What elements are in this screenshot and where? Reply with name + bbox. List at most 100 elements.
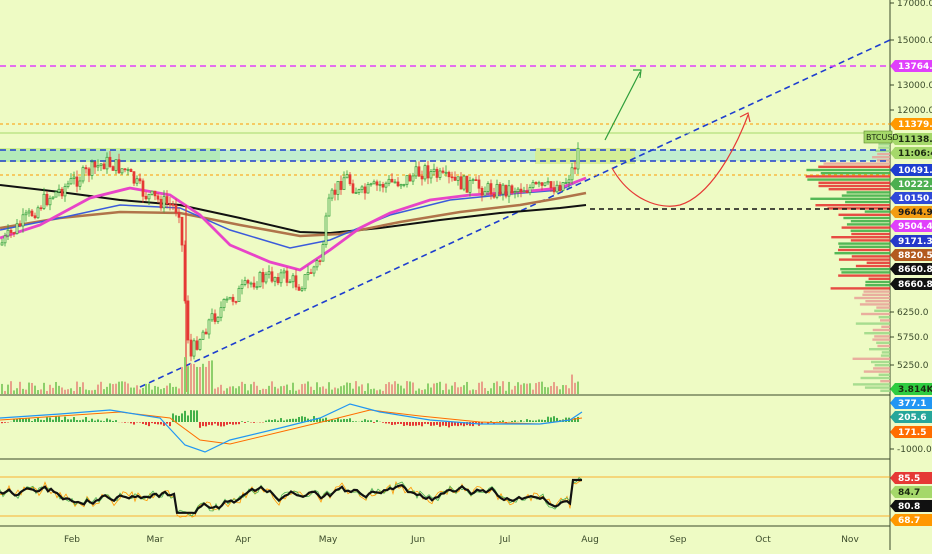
macd-histogram-bar xyxy=(388,422,390,424)
volume-profile-bar xyxy=(839,246,890,248)
volume-profile-bar xyxy=(851,239,890,241)
volume-profile-bar xyxy=(852,255,890,257)
volume-bar xyxy=(70,388,72,394)
macd-histogram-bar xyxy=(421,422,423,426)
volume-bar xyxy=(403,388,405,394)
volume-bar xyxy=(388,382,390,394)
rsi-label: 85.5 xyxy=(890,472,932,484)
macd-histogram-bar xyxy=(319,418,321,422)
volume-profile-bar xyxy=(860,303,890,305)
volume-bar xyxy=(40,389,42,394)
price-label-text: 10222.9 xyxy=(898,180,932,190)
volume-bar xyxy=(283,386,285,394)
volume-bar xyxy=(193,364,195,394)
macd-histogram-bar xyxy=(151,422,153,423)
volume-bar xyxy=(325,389,327,394)
volume-profile-bar xyxy=(806,169,890,171)
volume-bar xyxy=(160,389,162,394)
volume-bar xyxy=(151,390,153,394)
macd-histogram-bar xyxy=(445,422,447,426)
candle xyxy=(259,271,261,288)
macd-histogram-bar xyxy=(142,422,144,424)
volume-profile-bar xyxy=(853,358,890,360)
month-label: Nov xyxy=(841,535,859,545)
volume-profile-bar xyxy=(838,214,890,216)
volume-bar xyxy=(55,382,57,394)
candle xyxy=(463,175,465,191)
volume-profile-bar xyxy=(845,201,890,203)
volume-bar xyxy=(316,382,318,394)
macd-histogram-bar xyxy=(202,422,204,426)
macd-histogram-bar xyxy=(226,422,228,425)
candle xyxy=(187,295,189,343)
macd-histogram-bar xyxy=(547,417,549,422)
volume-bar xyxy=(145,384,147,394)
macd-histogram-bar xyxy=(37,417,39,422)
macd-histogram-bar xyxy=(349,418,351,422)
macd-histogram-bar xyxy=(67,419,69,422)
volume-profile-bar xyxy=(840,268,890,270)
macd-histogram-bar xyxy=(88,421,90,422)
volume-profile-bar xyxy=(829,188,890,190)
macd-histogram-bar xyxy=(382,422,384,423)
macd-histogram-bar xyxy=(571,420,573,422)
macd-histogram-bar xyxy=(355,421,357,422)
macd-histogram-bar xyxy=(412,422,414,426)
volume-profile-bar xyxy=(871,361,890,363)
volume-bar xyxy=(163,388,165,394)
macd-histogram-bar xyxy=(541,420,543,422)
volume-bar xyxy=(547,387,549,394)
volume-bar xyxy=(445,384,447,394)
macd-histogram-bar xyxy=(181,413,183,422)
price-label: 10222.9 xyxy=(890,178,932,190)
macd-histogram-bar xyxy=(502,420,504,422)
macd-histogram-bar xyxy=(160,422,162,424)
volume-bar xyxy=(232,386,234,394)
volume-profile-bar xyxy=(876,342,890,344)
volume-bar xyxy=(205,367,207,394)
volume-bar xyxy=(322,386,324,394)
volume-bar xyxy=(496,381,498,394)
price-tick-label: 5250.0 xyxy=(897,361,929,371)
volume-bar xyxy=(313,390,315,394)
volume-bar xyxy=(1,384,3,394)
price-label: 9644.9 xyxy=(890,206,932,218)
volume-bar xyxy=(136,385,138,394)
macd-histogram-bar xyxy=(235,422,237,424)
price-label-text: 9171.3 xyxy=(898,237,932,247)
volume-bar xyxy=(334,388,336,394)
volume-bar xyxy=(292,383,294,394)
volume-profile-bar xyxy=(815,204,890,206)
volume-bar xyxy=(64,390,66,394)
volume-bar xyxy=(475,390,477,394)
volume-bar xyxy=(217,387,219,394)
candle xyxy=(322,241,324,262)
volume-bar xyxy=(118,382,120,394)
price-label: 10491.0 xyxy=(890,164,932,176)
volume-bar xyxy=(460,387,462,394)
macd-histogram-bar xyxy=(298,417,300,422)
macd-histogram-bar xyxy=(91,419,93,422)
candle xyxy=(199,338,201,351)
volume-bar xyxy=(46,391,48,394)
volume-bar xyxy=(25,390,27,394)
macd-label: 205.6 xyxy=(890,411,932,423)
macd-histogram-bar xyxy=(283,421,285,422)
volume-profile-bar xyxy=(806,175,890,177)
candle xyxy=(82,165,84,183)
price-label: 8820.5 xyxy=(890,249,932,261)
macd-histogram-bar xyxy=(334,420,336,422)
price-label: 8660.8 xyxy=(890,263,932,275)
macd-histogram-bar xyxy=(367,420,369,422)
volume-bar xyxy=(289,390,291,394)
macd-histogram-bar xyxy=(193,410,195,422)
price-tick-label: 13000.0 xyxy=(897,81,932,91)
volume-bar xyxy=(466,382,468,394)
volume-bar xyxy=(61,387,63,394)
volume-bar xyxy=(469,390,471,394)
volume-bar xyxy=(412,383,414,394)
volume-bar xyxy=(493,383,495,394)
volume-profile-bar xyxy=(847,191,890,193)
macd-histogram-bar xyxy=(415,422,417,426)
